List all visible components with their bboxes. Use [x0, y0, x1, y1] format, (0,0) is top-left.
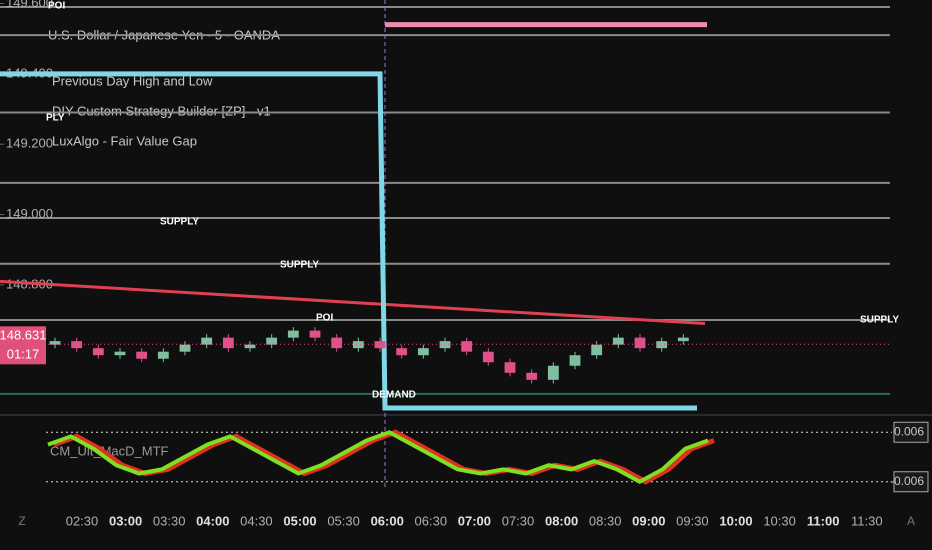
candle-body [591, 344, 603, 356]
candle-body [157, 351, 169, 359]
zone-annotation: DEMAND [372, 390, 416, 401]
indicator-label: DIY Custom Strategy Builder [ZP] - v1 [52, 103, 271, 118]
zone-annotation: POI [48, 1, 65, 12]
y-tick-label: 149.200 [6, 136, 53, 151]
footer-icon: A [907, 514, 915, 528]
candle-body [417, 348, 429, 356]
y-tick-label: 149.000 [6, 206, 53, 221]
candle-body [309, 330, 321, 338]
footer-icon: Z [18, 514, 25, 528]
x-tick-label: 11:00 [807, 513, 840, 528]
candle-body [547, 365, 559, 380]
x-tick-label: 07:00 [458, 513, 491, 528]
last-price-box [0, 326, 46, 365]
candle-body [201, 337, 213, 345]
candle-body [482, 351, 494, 363]
indicator-label: LuxAlgo - Fair Value Gap [52, 133, 197, 148]
candle-body [526, 372, 538, 380]
x-tick-label: 05:30 [327, 513, 360, 528]
candle-body [331, 337, 343, 349]
countdown-label: 01:17 [7, 347, 40, 362]
candle-body [136, 351, 148, 359]
candle-body [656, 341, 668, 349]
x-tick-label: 05:00 [283, 513, 316, 528]
osc-tick-box [893, 421, 929, 443]
x-tick-label: 08:30 [589, 513, 622, 528]
x-tick-label: 03:30 [153, 513, 186, 528]
candle-body [222, 337, 234, 349]
candle-body [612, 337, 624, 345]
candle-body [92, 348, 104, 356]
zone-annotation: SUPPLY [860, 315, 899, 326]
osc-title: CM_Ult_MacD_MTF [50, 443, 169, 458]
zone-annotation: SUPPLY [160, 217, 199, 228]
last-price-label: 148.631 [0, 328, 47, 343]
candle-body [352, 341, 364, 349]
candle-body [266, 337, 278, 345]
x-tick-label: 02:30 [66, 513, 99, 528]
candle-body [49, 341, 61, 345]
indicator-label: Previous Day High and Low [52, 73, 213, 88]
candle-body [461, 341, 473, 352]
y-tick-label: 149.600 [6, 0, 53, 10]
osc-line [47, 430, 709, 485]
x-tick-label: 04:30 [240, 513, 273, 528]
x-tick-label: 04:00 [196, 513, 229, 528]
candle-body [677, 337, 689, 342]
candle-body [569, 355, 581, 366]
x-tick-label: 03:00 [109, 513, 142, 528]
candle-body [396, 348, 408, 356]
level-overlay-line [0, 71, 697, 411]
x-tick-label: 08:00 [545, 513, 578, 528]
osc-tick-label: -0.006 [890, 474, 924, 488]
osc-tick-box [893, 471, 929, 493]
candle-body [114, 351, 126, 356]
zone-annotation: PLY [46, 113, 65, 124]
zone-annotation: SUPPLY [280, 260, 319, 271]
osc-tick-label: 0.006 [894, 424, 924, 438]
x-tick-label: 09:00 [632, 513, 665, 528]
x-tick-label: 11:30 [851, 513, 883, 528]
x-tick-label: 10:30 [763, 513, 796, 528]
x-tick-label: 10:00 [719, 513, 752, 528]
x-tick-label: 09:30 [676, 513, 709, 528]
candle-body [244, 344, 256, 349]
candle-body [179, 344, 191, 352]
x-tick-label: 07:30 [502, 513, 535, 528]
candle-body [504, 362, 516, 373]
x-tick-label: 06:30 [415, 513, 448, 528]
candle-body [287, 330, 299, 338]
x-tick-label: 06:00 [371, 513, 404, 528]
level-overlay-line [0, 279, 706, 326]
zone-annotation: POI [316, 313, 333, 324]
candle-body [634, 337, 646, 349]
